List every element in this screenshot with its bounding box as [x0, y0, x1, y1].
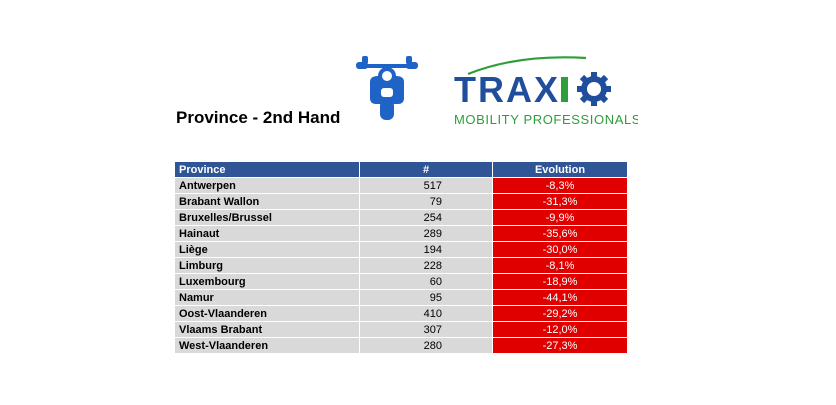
table-row: Luxembourg 60 -18,9% — [175, 273, 627, 290]
svg-text:TRAX: TRAX — [454, 69, 560, 110]
table-row: Liège 194 -30,0% — [175, 241, 627, 258]
header-province: Province — [175, 162, 360, 178]
header-evolution: Evolution — [492, 162, 627, 178]
province-cell: Brabant Wallon — [175, 193, 360, 210]
count-cell: 254 — [359, 209, 493, 226]
province-cell: Luxembourg — [175, 273, 360, 290]
header-count: # — [359, 162, 493, 178]
province-cell: Antwerpen — [175, 177, 360, 194]
traxio-logo: TRAX MOBILITY PROFESSIONALS — [454, 56, 638, 127]
evolution-cell: -8,3% — [492, 177, 627, 194]
count-cell: 194 — [359, 241, 493, 258]
count-cell: 228 — [359, 257, 493, 274]
table-row: Vlaams Brabant 307 -12,0% — [175, 321, 627, 338]
count-cell: 79 — [359, 193, 493, 210]
motorcycle-icon — [356, 56, 418, 120]
province-table: Province # Evolution Antwerpen 517 -8,3%… — [175, 162, 627, 353]
count-cell: 60 — [359, 273, 493, 290]
table-row: Namur 95 -44,1% — [175, 289, 627, 306]
evolution-cell: -18,9% — [492, 273, 627, 290]
logo-tagline: MOBILITY PROFESSIONALS — [454, 112, 638, 127]
table-row: Bruxelles/Brussel 254 -9,9% — [175, 209, 627, 226]
table-row: West-Vlaanderen 280 -27,3% — [175, 337, 627, 353]
table-header-row: Province # Evolution — [175, 162, 627, 178]
evolution-cell: -12,0% — [492, 321, 627, 338]
province-cell: Vlaams Brabant — [175, 321, 360, 338]
evolution-cell: -8,1% — [492, 257, 627, 274]
table-row: Hainaut 289 -35,6% — [175, 225, 627, 242]
evolution-cell: -44,1% — [492, 289, 627, 306]
province-cell: Hainaut — [175, 225, 360, 242]
province-cell: West-Vlaanderen — [175, 337, 360, 353]
count-cell: 307 — [359, 321, 493, 338]
count-cell: 280 — [359, 337, 493, 353]
count-cell: 410 — [359, 305, 493, 322]
evolution-cell: -27,3% — [492, 337, 627, 353]
evolution-cell: -35,6% — [492, 225, 627, 242]
count-cell: 289 — [359, 225, 493, 242]
province-cell: Oost-Vlaanderen — [175, 305, 360, 322]
count-cell: 95 — [359, 289, 493, 306]
page-title: Province - 2nd Hand — [176, 108, 341, 127]
table-row: Oost-Vlaanderen 410 -29,2% — [175, 305, 627, 322]
evolution-cell: -29,2% — [492, 305, 627, 322]
table-row: Antwerpen 517 -8,3% — [175, 177, 627, 194]
province-cell: Liège — [175, 241, 360, 258]
evolution-cell: -31,3% — [492, 193, 627, 210]
count-cell: 517 — [359, 177, 493, 194]
evolution-cell: -30,0% — [492, 241, 627, 258]
province-cell: Namur — [175, 289, 360, 306]
province-cell: Bruxelles/Brussel — [175, 209, 360, 226]
province-cell: Limburg — [175, 257, 360, 274]
table-row: Limburg 228 -8,1% — [175, 257, 627, 274]
evolution-cell: -9,9% — [492, 209, 627, 226]
table-row: Brabant Wallon 79 -31,3% — [175, 193, 627, 210]
